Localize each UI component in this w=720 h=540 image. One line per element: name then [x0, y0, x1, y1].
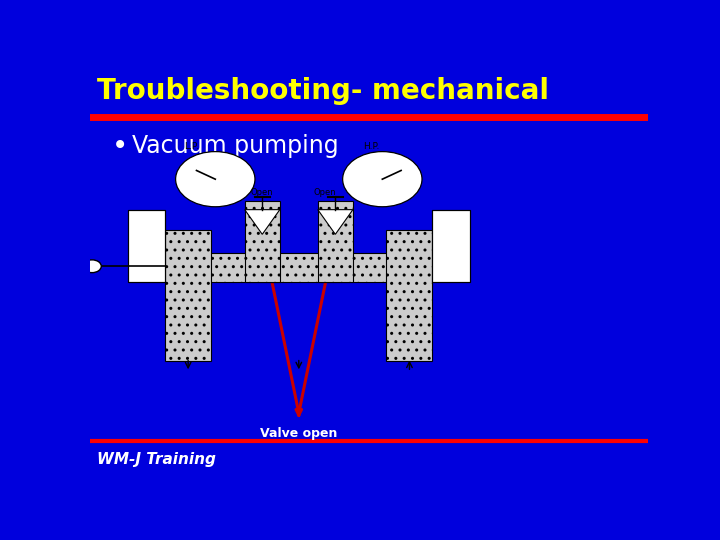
- Text: •: •: [112, 132, 129, 160]
- Bar: [387, 230, 433, 361]
- Bar: [433, 210, 470, 282]
- Bar: [433, 210, 470, 282]
- Text: Troubleshooting- mechanical: Troubleshooting- mechanical: [96, 77, 549, 105]
- Polygon shape: [318, 210, 353, 234]
- Text: Open: Open: [313, 188, 336, 197]
- Bar: [90, 65, 648, 117]
- Circle shape: [83, 260, 102, 273]
- Bar: [127, 210, 165, 282]
- Text: H.P.: H.P.: [364, 142, 380, 151]
- Text: L.P.: L.P.: [184, 142, 199, 151]
- Bar: [245, 201, 280, 282]
- Text: Vacuum pumping: Vacuum pumping: [132, 134, 338, 158]
- Circle shape: [176, 152, 255, 207]
- Text: Valve open: Valve open: [260, 427, 338, 440]
- Text: Open: Open: [251, 188, 274, 197]
- Circle shape: [343, 152, 422, 207]
- Bar: [165, 230, 211, 361]
- Polygon shape: [245, 210, 280, 234]
- Text: WM-J Training: WM-J Training: [96, 453, 215, 467]
- Bar: [165, 253, 433, 282]
- Bar: [127, 210, 165, 282]
- Bar: [318, 201, 353, 282]
